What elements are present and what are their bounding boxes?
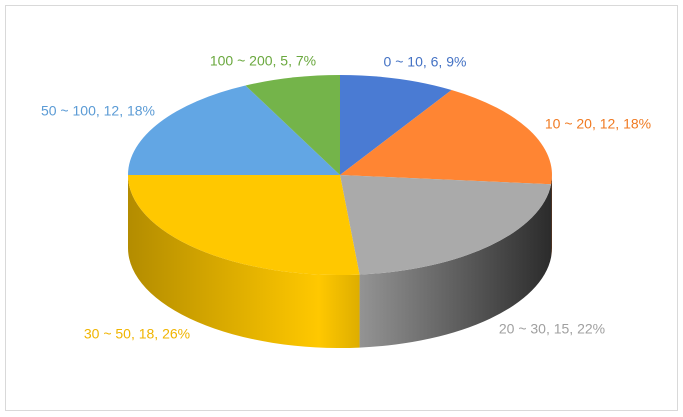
slice <box>340 175 552 275</box>
data-label: 0 ~ 10, 6, 9% <box>384 54 467 70</box>
data-label: 30 ~ 50, 18, 26% <box>84 326 190 342</box>
slice <box>128 85 340 175</box>
slice <box>245 75 340 175</box>
slice <box>128 175 360 276</box>
data-label: 10 ~ 20, 12, 18% <box>545 116 651 132</box>
slice-side <box>128 175 360 348</box>
slice <box>340 75 452 175</box>
slice <box>340 89 552 185</box>
data-label: 100 ~ 200, 5, 7% <box>210 53 316 69</box>
slice-side <box>551 175 552 258</box>
data-label: 20 ~ 30, 15, 22% <box>499 321 605 337</box>
data-label: 50 ~ 100, 12, 18% <box>41 103 155 119</box>
slice-side <box>359 184 552 348</box>
